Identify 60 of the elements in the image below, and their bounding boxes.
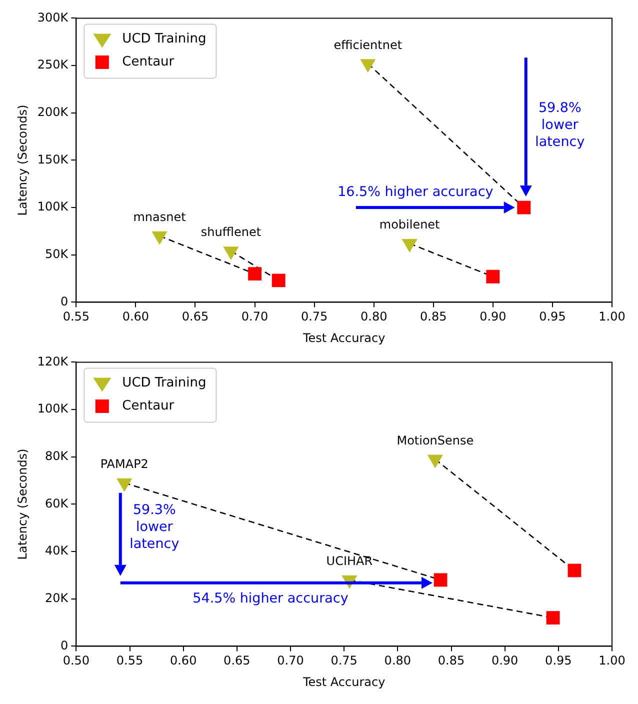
point [360,59,376,73]
annotation: 59.8% lower latency [535,100,585,150]
y-tick-label: 0 [60,294,68,308]
x-tick-label: 0.80 [384,654,412,668]
y-tick-label: 50K [45,246,70,261]
y-tick-label: 300K [37,10,70,24]
point [152,231,168,245]
y-tick-label: 80K [45,448,70,463]
x-tick-label: 0.75 [300,310,328,324]
x-tick-label: 0.55 [62,310,90,324]
y-tick-label: 40K [45,544,70,558]
annotation: MotionSense [396,433,474,448]
x-tick-label: 0.70 [277,654,304,668]
x-tick-label: 0.90 [480,310,506,324]
x-tick-label: 0.95 [545,654,572,668]
y-tick-label: 120K [37,354,70,368]
annotation: UCIHAR [326,554,373,568]
y-tick-label: 100K [37,402,70,416]
annotation: shufflenet [200,225,262,240]
annotation: mnasnet [133,210,186,224]
annotation: PAMAP2 [100,457,148,472]
x-tick-label: 1.00 [598,654,626,668]
x-tick-label: 0.70 [241,310,268,324]
y-tick-label: 100K [37,200,70,214]
y-tick-label: 250K [37,58,70,72]
x-tick-label: 0.60 [170,654,197,668]
y-axis-title: Latency (Seconds) [15,448,30,560]
x-tick-label: 0.95 [539,310,566,324]
annotation: efficientnet [334,38,402,52]
annotation: 54.5% higher accuracy [192,590,348,606]
annotation: 16.5% higher accuracy [338,184,494,200]
x-tick-label: 1.00 [598,310,626,324]
x-tick-label: 0.65 [182,310,209,324]
y-tick-label: 200K [37,104,70,119]
x-tick-label: 0.75 [330,654,358,668]
x-tick-label: 0.50 [62,654,90,668]
legend-label: Centaur [122,398,175,414]
x-axis-title: Test Accuracy [302,330,386,345]
x-tick-label: 0.55 [116,654,144,668]
point [517,200,531,214]
legend-label: UCD Training [122,376,206,391]
point [272,274,286,288]
legend-label: Centaur [122,54,175,70]
x-tick-label: 0.65 [224,654,250,668]
point [486,270,500,284]
annotation: 59.3% lower latency [130,502,180,552]
legend-label: UCD Training [122,32,206,47]
x-tick-label: 0.90 [491,654,518,668]
y-tick-label: 60K [45,496,70,510]
x-tick-label: 0.80 [360,310,388,324]
x-tick-label: 0.85 [438,654,465,668]
x-tick-label: 0.85 [420,310,447,324]
annotation: mobilenet [379,218,440,232]
x-tick-label: 0.60 [122,310,150,324]
y-tick-label: 0 [60,638,68,652]
y-axis-title: Latency (Seconds) [15,104,30,216]
y-tick-label: 150K [37,152,70,166]
y-tick-label: 20K [45,590,70,605]
point [248,267,262,281]
x-axis-title: Test Accuracy [302,674,386,689]
